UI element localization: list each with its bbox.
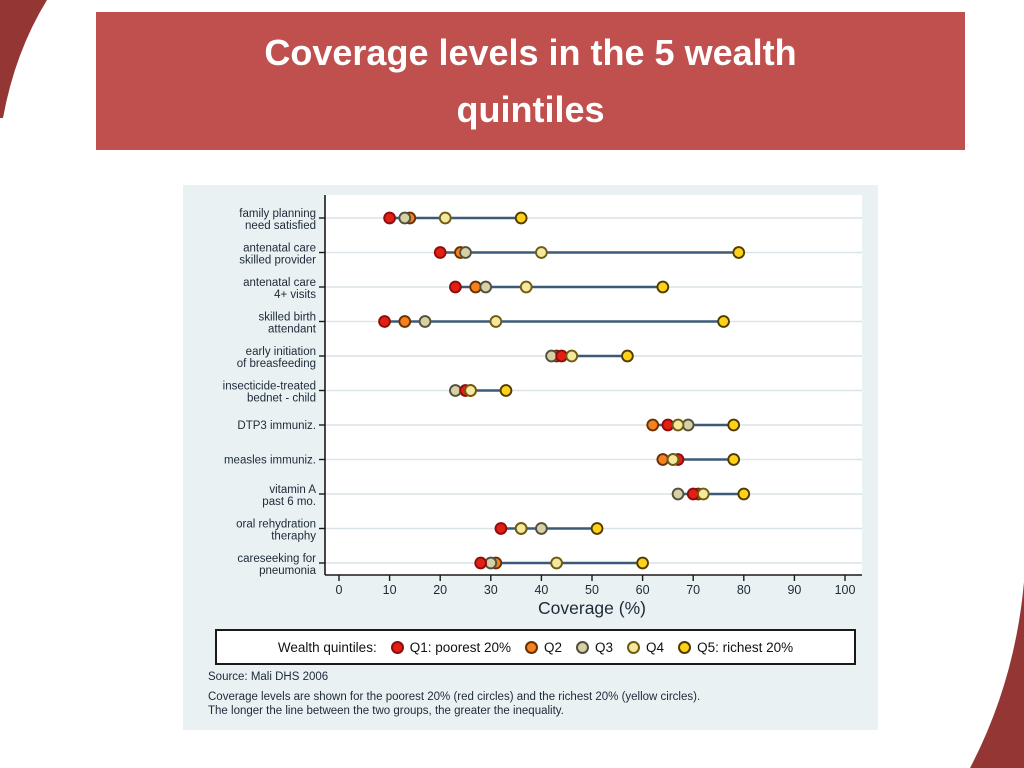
legend-marker-q3-icon [576,640,590,654]
x-tick-label: 70 [686,583,700,597]
x-tick-label: 40 [534,583,548,597]
marker-q4 [438,211,452,225]
marker-q1 [383,211,396,225]
marker-q4 [514,522,528,535]
marker-q3 [418,315,432,328]
chart-legend: Wealth quintiles: Q1: poorest 20% Q2 Q3 Q4 Q… [215,629,856,665]
category-label: insecticide-treated [223,381,316,393]
legend-label-q3: Q3 [595,639,614,655]
marker-q4 [696,487,710,501]
x-tick-label: 10 [383,583,397,597]
marker-q2 [398,315,412,328]
footnote-line2: The longer the line between the two grou… [208,704,564,717]
category-label: of breasfeeding [237,358,316,370]
plot-area [325,195,862,575]
category-label: theraphy [271,531,316,543]
page-title-line2: quintiles [456,89,605,130]
marker-q1 [433,246,447,259]
x-tick-label: 90 [787,583,801,597]
category-label: early initiation [246,346,316,358]
marker-q4 [519,280,533,294]
marker-q4 [535,246,548,259]
legend-label-q4: Q4 [646,639,665,655]
category-label: 4+ visits [274,289,316,301]
marker-q4 [464,384,477,397]
title-banner: Coverage levels in the 5 wealth quintile… [96,12,965,150]
x-tick-label: 100 [835,583,856,597]
marker-q5 [732,246,746,259]
marker-q3 [459,246,472,259]
marker-q5 [621,349,634,363]
marker-q1 [449,280,462,294]
category-label: skilled provider [239,255,316,267]
marker-q3 [535,522,548,535]
category-label: antenatal care [243,243,316,255]
legend-marker-q5-icon [678,640,692,654]
x-tick-label: 80 [737,583,751,597]
chart-panel: 0 10 20 30 40 50 60 70 80 90 100 Coverage (%) family… [183,185,878,730]
marker-q4 [565,349,579,363]
legend-title: Wealth quintiles: [277,639,377,655]
marker-q4 [666,453,680,466]
legend-marker-q2-icon [525,640,539,654]
marker-q4 [489,315,503,328]
decorative-swoosh-top-left [0,0,47,118]
category-label: need satisfied [245,220,316,232]
marker-q5 [727,453,741,466]
legend-item-q4: Q4 [627,640,664,655]
marker-q5 [590,522,604,535]
x-tick-label: 60 [636,583,650,597]
category-label: pneumonia [259,565,317,577]
legend-item-q3: Q3 [576,640,613,655]
marker-q4 [671,418,685,432]
marker-q5 [717,315,730,328]
marker-q5 [656,280,670,294]
marker-q1 [494,522,508,535]
x-tick-label: 50 [585,583,599,597]
footnote-line1: Coverage levels are shown for the poores… [208,691,701,703]
legend-marker-q4-icon [627,640,641,654]
category-label: skilled birth [258,312,316,324]
legend-marker-q1-icon [390,640,404,654]
marker-q1 [474,556,488,570]
x-tick-label: 30 [484,583,498,597]
chart-footnote: Coverage levels are shown for the poores… [208,691,700,718]
marker-q5 [727,418,741,432]
category-label: family planning [239,208,316,220]
marker-q5 [737,487,751,501]
marker-q5 [499,384,513,397]
category-label: oral rehydration [236,519,316,531]
category-label: careseeking for [237,553,316,565]
marker-q5 [514,211,528,225]
page-title-line1: Coverage levels in the 5 wealth [264,32,797,73]
legend-label-q1: Q1: poorest 20% [409,639,512,655]
marker-q5 [636,556,649,570]
category-label: attendant [268,324,317,336]
category-label: measles immuniz. [224,455,316,467]
category-label: antenatal care [243,277,316,289]
category-label: past 6 mo. [262,496,316,508]
marker-q4 [550,556,563,570]
legend-item-q2: Q2 [525,640,562,655]
marker-q3 [479,280,493,294]
legend-item-q1: Q1: poorest 20% [390,639,512,655]
category-label: vitamin A [269,484,316,496]
legend-label-q5: Q5: richest 20% [697,639,794,655]
marker-q3 [398,211,412,225]
source-text: Source: Mali DHS 2006 [208,671,329,683]
marker-q1 [378,315,391,328]
x-axis-title: Coverage (%) [538,598,646,618]
marker-q2 [646,418,660,432]
x-tick-label: 20 [433,583,447,597]
category-label: bednet - child [247,393,316,405]
legend-label-q2: Q2 [544,639,563,655]
x-tick-label: 0 [336,583,343,597]
decorative-swoosh-bottom-right [970,582,1024,768]
marker-q3 [671,487,685,501]
chart-svg: 0 10 20 30 40 50 60 70 80 90 100 Coverage (%) family… [223,195,862,618]
legend-item-q5: Q5: richest 20% [678,640,793,655]
category-label: DTP3 immuniz. [237,420,316,432]
